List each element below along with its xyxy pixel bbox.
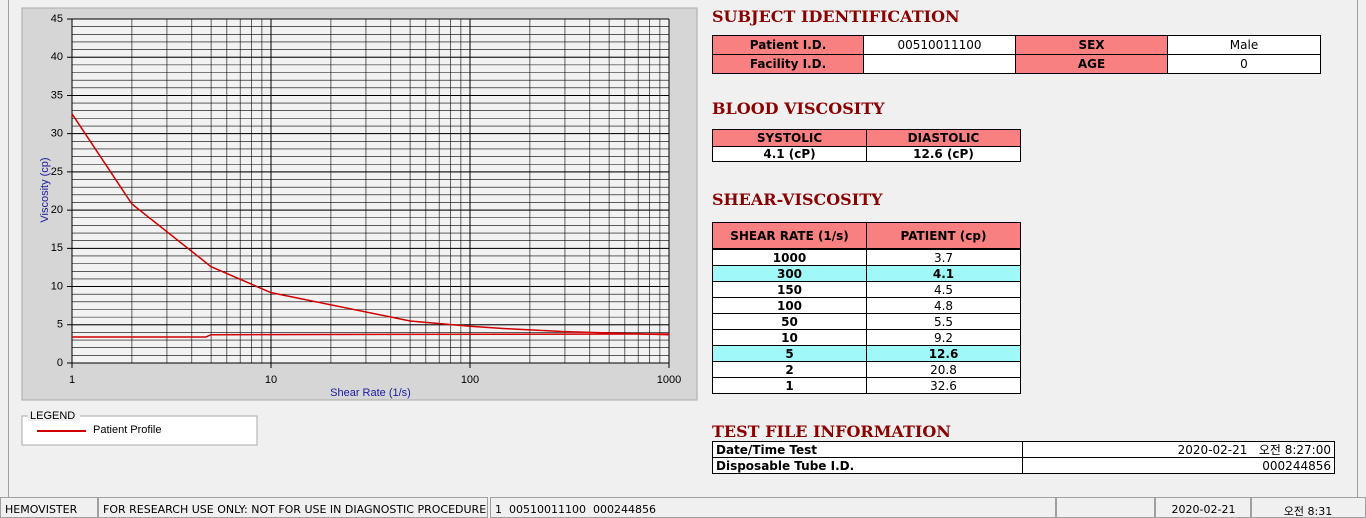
column-header: SYSTOLIC: [712, 129, 867, 147]
table-cell: 150: [712, 281, 867, 298]
x-tick-label: 100: [461, 374, 479, 386]
border: [8, 0, 9, 497]
y-tick-label: 40: [51, 51, 63, 63]
table-cell: 1000: [712, 249, 867, 266]
x-axis-label: Shear Rate (1/s): [330, 387, 411, 399]
x-tick-label: 1: [69, 374, 75, 386]
table-cell: 20.8: [866, 361, 1021, 378]
status-text: FOR RESEARCH USE ONLY: NOT FOR USE IN DI…: [98, 497, 488, 518]
plot-area: [72, 19, 669, 363]
field-label: Facility I.D.: [712, 54, 864, 74]
table-cell: 100: [712, 297, 867, 314]
table-cell: 5.5: [866, 313, 1021, 330]
field-value: 2020-02-21 오전 8:27:00: [1022, 441, 1335, 458]
status-text: 1 00510011100 000244856: [490, 497, 1056, 518]
status-text: 2020-02-21: [1155, 497, 1252, 518]
field-value: 00510011100: [863, 35, 1016, 55]
y-tick-label: 0: [57, 357, 63, 369]
series-line: [72, 333, 670, 338]
y-tick-label: 5: [57, 319, 63, 331]
table-cell: 12.6: [866, 345, 1021, 362]
chart: 0 5 10 15 20 25 30 35 40 45 1 10 100 1000 Viscosity (c…: [21, 7, 698, 446]
column-header: DIASTOLIC: [866, 129, 1021, 147]
table-cell: 1: [712, 377, 867, 394]
table-cell: 9.2: [866, 329, 1021, 346]
table-cell: 5: [712, 345, 867, 362]
value-cell: 12.6 (cP): [866, 146, 1021, 162]
y-axis-label: Viscosity (cp): [39, 157, 51, 222]
field-value: 0: [1167, 54, 1321, 74]
x-tick-label: 10: [265, 374, 277, 386]
table-cell: 50: [712, 313, 867, 330]
y-tick-label: 10: [51, 280, 63, 292]
status-text: 오전 8:31: [1250, 497, 1366, 518]
table-cell: 10: [712, 329, 867, 346]
y-tick-label: 20: [51, 204, 63, 216]
section-title: SHEAR-VISCOSITY: [712, 190, 883, 209]
field-label: SEX: [1015, 35, 1168, 55]
legend-label: Patient Profile: [93, 424, 161, 436]
section-title: SUBJECT IDENTIFICATION: [712, 7, 960, 26]
field-label: Patient I.D.: [712, 35, 864, 55]
status-section: [1056, 497, 1155, 518]
x-tick-label: 1000: [657, 374, 681, 386]
table-cell: 4.1: [866, 265, 1021, 282]
column-header: PATIENT (cp): [866, 222, 1021, 249]
section-title: TEST FILE INFORMATION: [712, 422, 951, 441]
legend-title: LEGEND: [30, 410, 75, 422]
field-value: 000244856: [1022, 457, 1335, 474]
field-value: Male: [1167, 35, 1321, 55]
y-tick-label: 15: [51, 242, 63, 254]
y-tick-label: 35: [51, 89, 63, 101]
value-cell: 4.1 (cP): [712, 146, 867, 162]
status-text: HEMOVISTER: [0, 497, 98, 518]
y-tick-label: 25: [51, 166, 63, 178]
y-tick-label: 30: [51, 128, 63, 140]
field-label: Disposable Tube I.D.: [712, 457, 1023, 474]
y-tick-label: 45: [51, 13, 63, 25]
table-cell: 2: [712, 361, 867, 378]
field-value: [863, 54, 1016, 74]
table-cell: 300: [712, 265, 867, 282]
table-cell: 3.7: [866, 249, 1021, 266]
table-cell: 4.5: [866, 281, 1021, 298]
series-line: [71, 113, 670, 336]
legend-title-bg: [28, 409, 80, 421]
field-label: Date/Time Test: [712, 441, 1023, 458]
border: [1357, 0, 1358, 497]
field-label: AGE: [1015, 54, 1168, 74]
table-cell: 32.6: [866, 377, 1021, 394]
table-cell: 4.8: [866, 297, 1021, 314]
column-header: SHEAR RATE (1/s): [712, 222, 867, 249]
section-title: BLOOD VISCOSITY: [712, 99, 885, 118]
